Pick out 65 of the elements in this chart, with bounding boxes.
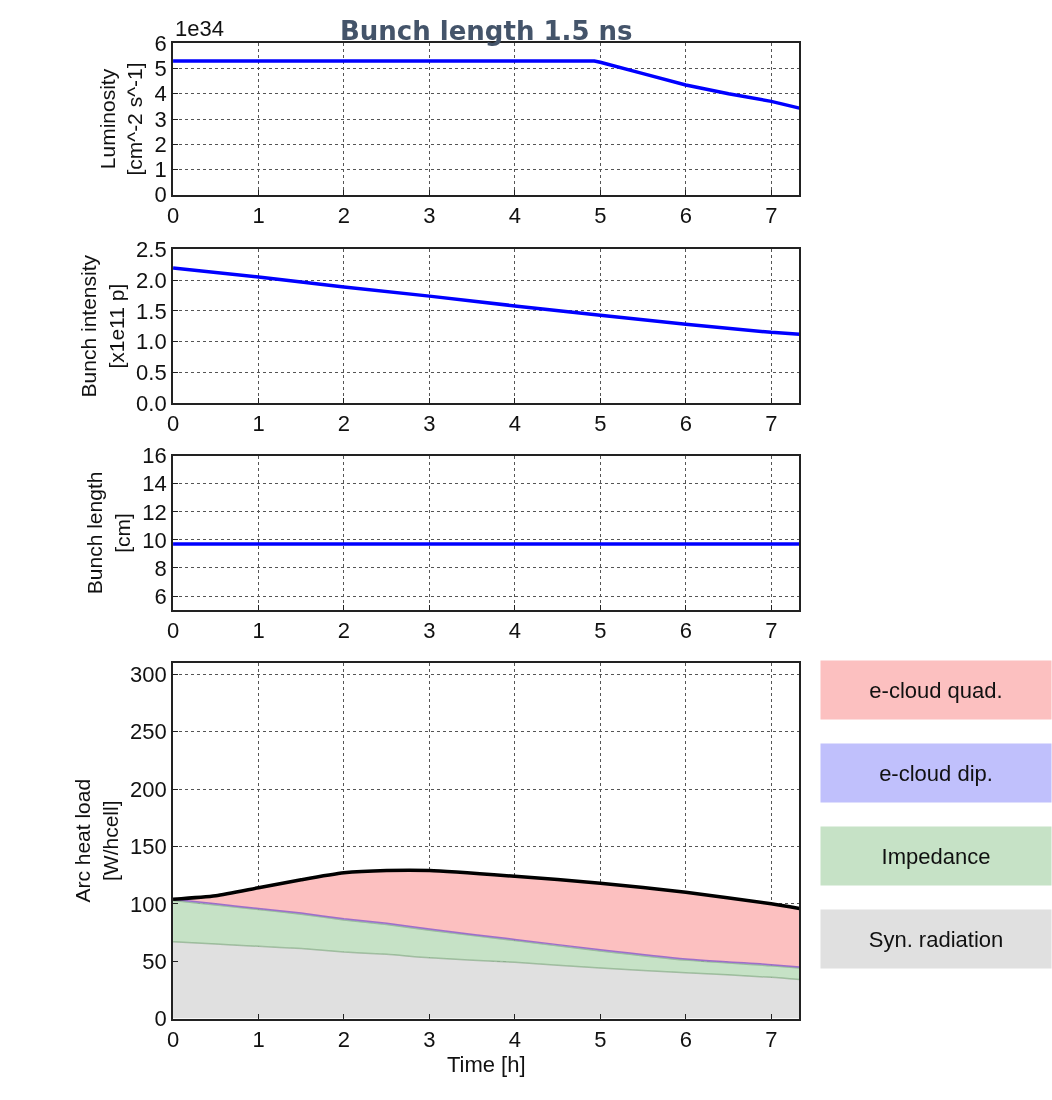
y-tick-label: 1.0	[136, 329, 167, 355]
x-tick-label: 4	[508, 1026, 521, 1052]
x-tick-label: 2	[337, 203, 351, 229]
x-tick-label: 1	[252, 203, 265, 229]
y-tick-label: 12	[142, 499, 167, 525]
x-tick-label: 6	[679, 1026, 692, 1052]
y-tick-label: 0.0	[136, 390, 167, 416]
x-tick-label: 4	[508, 618, 521, 644]
y-tick-label: 2	[154, 131, 167, 157]
y-tick-label: 1	[154, 157, 167, 183]
x-tick-label: 3	[423, 1026, 436, 1052]
y-tick-label: 5	[154, 56, 167, 82]
y-tick-label: 100	[129, 891, 167, 917]
y-tick-label: 200	[129, 776, 167, 802]
x-tick-label: 1	[252, 618, 265, 644]
x-tick-label: 3	[423, 411, 436, 437]
text: Syn. radiation	[868, 926, 1004, 952]
x-axis-title: Time [h]	[446, 1051, 526, 1077]
x-tick-label: 3	[423, 203, 436, 229]
x-tick-label: 7	[765, 411, 778, 437]
y-tick-label: 8	[154, 555, 167, 581]
y-tick-label: 1.5	[136, 298, 167, 324]
x-tick-label: 5	[594, 618, 607, 644]
y-tick-label: 14	[142, 471, 167, 497]
y-tick-label: 0	[154, 182, 167, 208]
y-tick-label: 2.5	[136, 237, 167, 263]
y-tick-label: 0.5	[136, 359, 167, 385]
y-tick-label: 2.0	[136, 267, 167, 293]
y-tick-label: 6	[154, 30, 167, 56]
x-tick-label: 7	[765, 203, 778, 229]
x-tick-label: 1	[252, 1026, 265, 1052]
chart-title: Bunch length 1.5 ns	[340, 16, 633, 46]
y-axis-title: Luminosity [cm^-2 s^-1]	[95, 62, 147, 176]
y-tick-label: 3	[154, 106, 167, 132]
y-axis-title: Bunch intensity [x1e11 p]	[77, 254, 128, 398]
x-tick-label: 6	[679, 203, 692, 229]
x-tick-label: 7	[765, 618, 778, 644]
y-tick-label: 50	[142, 948, 167, 974]
text: Impedance	[881, 843, 991, 869]
y-tick-label: 4	[154, 81, 167, 107]
x-tick-label: 2	[337, 1026, 351, 1052]
y-tick-label: 300	[129, 662, 167, 688]
y-tick-label: 250	[129, 719, 167, 745]
x-tick-label: 4	[508, 411, 521, 437]
text: e-cloud quad.	[869, 677, 1003, 703]
x-tick-label: 7	[765, 1026, 778, 1052]
y-axis-title: Bunch length [cm]	[83, 471, 134, 595]
x-tick-label: 3	[423, 618, 436, 644]
y-tick-label: 6	[154, 583, 167, 609]
x-tick-label: 6	[679, 411, 692, 437]
y-tick-label: 0	[154, 1006, 167, 1032]
text: 1e34	[175, 16, 224, 41]
x-tick-label: 4	[508, 203, 521, 229]
x-tick-label: 2	[337, 411, 351, 437]
x-tick-label: 2	[337, 618, 351, 644]
y-tick-label: 16	[142, 443, 167, 469]
x-tick-label: 5	[594, 411, 607, 437]
x-tick-label: 1	[252, 411, 265, 437]
y-tick-label: 150	[129, 834, 167, 860]
text: e-cloud dip.	[879, 760, 993, 786]
x-tick-label: 5	[594, 1026, 607, 1052]
x-tick-label: 6	[679, 618, 692, 644]
y-axis-title: Arc heat load [W/hcell]	[71, 778, 122, 903]
y-tick-label: 10	[142, 527, 167, 553]
x-tick-label: 5	[594, 203, 607, 229]
